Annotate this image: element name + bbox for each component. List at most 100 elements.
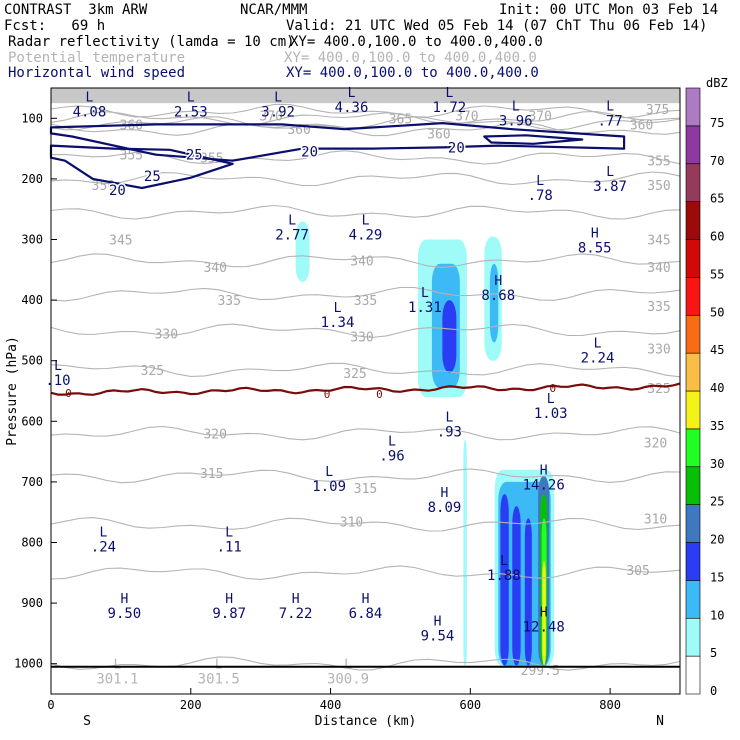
- extremum-kind: H: [540, 464, 548, 479]
- zero-label: 0: [376, 388, 383, 401]
- wind-label: 20: [301, 145, 318, 161]
- wind-label: 20: [448, 140, 465, 156]
- reflectivity-layer: [295, 221, 555, 667]
- theta-label: 310: [340, 515, 363, 530]
- colorbar-swatch: [685, 352, 701, 392]
- theta-label: 335: [647, 300, 670, 315]
- colorbar-tick-label: 0: [710, 684, 717, 698]
- reflectivity-cell: [542, 560, 546, 666]
- x-tick-label: 200: [180, 698, 202, 712]
- extremum-value: 3.96: [499, 113, 533, 129]
- title: CONTRAST 3km ARW: [4, 2, 148, 18]
- y-tick-label: 800: [21, 536, 43, 550]
- colorbar-tick-label: 10: [710, 608, 724, 622]
- extremum-kind: L: [187, 90, 195, 105]
- extremum-value: 1.72: [433, 100, 467, 116]
- extremum-value: 4.08: [73, 104, 107, 120]
- extremum-value: 2.77: [275, 227, 309, 243]
- extremum-kind: H: [434, 615, 442, 630]
- extremum-value: 9.87: [212, 606, 246, 622]
- theta-label: 370: [455, 109, 478, 124]
- y-tick-label: 500: [21, 354, 43, 368]
- y-tick-label: 100: [21, 111, 43, 125]
- extremum-kind: H: [120, 592, 128, 607]
- theta-label: 345: [647, 234, 670, 249]
- extremum-value: 1.09: [312, 479, 346, 495]
- extremum-value: .93: [437, 424, 462, 440]
- theta-label: 330: [647, 343, 670, 358]
- extremum-value: .77: [597, 113, 622, 129]
- colorbar-swatch: [685, 617, 701, 657]
- theta-contour: [50, 323, 681, 338]
- y-axis-label: Pressure (hPa): [5, 336, 20, 446]
- reflectivity-cell: [295, 221, 310, 282]
- x-tick-label: 800: [599, 698, 621, 712]
- colorbar-tick-label: 5: [710, 646, 717, 660]
- x-tick-label: 400: [320, 698, 342, 712]
- org-label: NCAR/MMM: [240, 2, 308, 18]
- theta-label: 330: [350, 330, 373, 345]
- colorbar-swatch: [685, 504, 701, 543]
- colorbar-swatch: [685, 390, 701, 430]
- extremum-kind: L: [344, 658, 352, 673]
- extremum-kind: L: [348, 86, 356, 101]
- extremum-value: 7.22: [279, 606, 313, 622]
- y-tick-label: 900: [21, 596, 43, 610]
- theta-contour: [50, 204, 681, 220]
- extremum-kind: L: [388, 435, 396, 450]
- extremum-kind: L: [274, 90, 282, 105]
- extremum-kind: H: [292, 592, 300, 607]
- extremum-value: 301.1: [96, 672, 138, 688]
- theta-label: 320: [644, 437, 667, 452]
- extremum-kind: H: [362, 592, 370, 607]
- colorbar-unit: dBZ: [706, 76, 728, 90]
- extremum-kind: L: [362, 213, 370, 228]
- extremum-value: 8.09: [428, 500, 462, 516]
- extremum-value: .10: [45, 373, 70, 389]
- colorbar-tick-label: 55: [710, 267, 724, 281]
- colorbar-swatch: [685, 314, 701, 354]
- theta-label: 360: [427, 127, 450, 142]
- extremum-kind: L: [100, 525, 108, 540]
- wind-label: 25: [144, 169, 161, 185]
- theta-contour: [50, 110, 681, 126]
- theta-label: 360: [630, 118, 653, 133]
- wind-label: 20: [109, 183, 126, 199]
- extremum-value: 1.03: [534, 406, 568, 422]
- extremum-value: 300.9: [327, 672, 369, 688]
- theta-label: 320: [203, 427, 226, 442]
- theta-label: 335: [217, 294, 240, 309]
- extremum-value: .11: [217, 539, 242, 555]
- extremum-kind: L: [288, 213, 296, 228]
- extremum-value: .96: [379, 449, 404, 465]
- zero-label: 0: [549, 382, 556, 395]
- reflectivity-cell: [489, 263, 499, 343]
- theta-contour: [50, 517, 681, 532]
- theta-label: 315: [200, 467, 223, 482]
- zero-isotherm: [50, 382, 681, 396]
- theta-label: 345: [109, 234, 132, 249]
- extremum-kind: L: [500, 554, 508, 569]
- theta-label: 340: [647, 261, 670, 276]
- extremum-kind: L: [606, 165, 614, 180]
- plot-frame: [50, 87, 681, 695]
- x-axis-label: Distance (km): [315, 714, 417, 729]
- colorbar-swatch: [685, 580, 701, 619]
- theta-label: 355: [647, 155, 670, 170]
- field-theta-name: Potential temperature: [8, 50, 186, 66]
- theta-label: 305: [626, 564, 649, 579]
- extremum-value: 301.5: [198, 672, 240, 688]
- colorbar-tick-label: 15: [710, 570, 724, 584]
- extremum-kind: L: [225, 525, 233, 540]
- theta-label: 375: [646, 103, 669, 118]
- colorbar-tick-label: 30: [710, 457, 724, 471]
- extremum-kind: L: [325, 465, 333, 480]
- reflectivity-cell: [442, 300, 457, 373]
- extremum-kind: L: [606, 99, 614, 114]
- wind-label: 25: [186, 148, 203, 164]
- colorbar-tick-label: 70: [710, 154, 724, 168]
- theta-contour: [50, 425, 681, 441]
- axes-layer: 0 200 400 600 800100200300400500600700800900…: [5, 87, 681, 729]
- wind-contour: [483, 134, 584, 145]
- extremum-value: 12.48: [523, 619, 565, 635]
